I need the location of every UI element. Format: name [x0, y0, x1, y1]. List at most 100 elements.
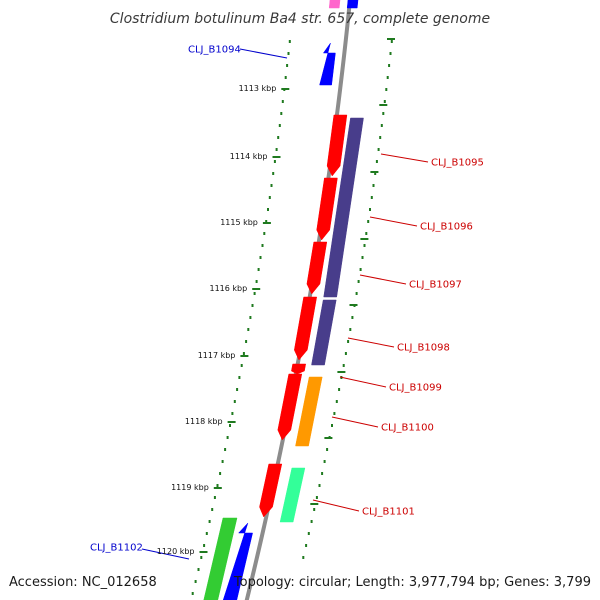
kbp-major-tick: [370, 171, 379, 173]
kbp-major-tick: [310, 503, 319, 505]
tick-dot: [281, 100, 284, 103]
kbp-major-tick: [281, 88, 290, 90]
accession-text: Accession: NC_012658: [9, 575, 157, 590]
tick-dot: [367, 220, 370, 223]
tick-dot: [253, 292, 256, 295]
tick-dot: [351, 316, 354, 319]
kbp-tick-label: 1118 kbp: [185, 417, 223, 426]
kbp-major-tick: [349, 304, 358, 306]
label-leader-line: [331, 416, 379, 428]
gene-feature: [295, 376, 323, 447]
tick-dot: [386, 76, 389, 79]
kbp-tick-label: 1114 kbp: [230, 152, 268, 161]
tick-dot: [263, 232, 266, 235]
tick-dot: [208, 520, 211, 523]
tick-dot: [267, 208, 269, 211]
kbp-tick-label: 1115 kbp: [220, 218, 258, 227]
label-leader-line: [369, 216, 418, 227]
label-leader-line: [312, 499, 360, 512]
label-leader-line: [141, 548, 190, 560]
tick-dot: [363, 244, 366, 247]
tick-dot: [389, 52, 392, 55]
tick-dot: [278, 124, 281, 127]
gene-feature: [323, 117, 364, 298]
inner-tick-dots: [191, 40, 291, 595]
tick-dot: [342, 364, 345, 367]
kbp-major-tick: [272, 156, 281, 158]
tick-dot: [313, 508, 316, 511]
tick-dot: [213, 496, 216, 499]
kbp-major-tick: [387, 38, 395, 40]
tick-dot: [219, 472, 222, 475]
tick-dot: [233, 400, 236, 403]
tick-dot: [191, 592, 194, 595]
gene-labels: CLJ_B1094 CLJ_B1095 CLJ_B1096 CLJ_B1097 CLJ_…: [90, 45, 484, 554]
gene-feature: [291, 363, 307, 375]
gene-label: CLJ_B1096: [420, 222, 473, 233]
tick-dot: [372, 184, 375, 187]
label-leader-line: [359, 274, 407, 285]
tick-dot: [338, 388, 341, 391]
kbp-tick-label: 1119 kbp: [171, 483, 209, 492]
gene-label: CLJ_B1100: [381, 423, 434, 434]
tick-dot: [331, 424, 333, 427]
tick-dot: [231, 412, 234, 415]
tick-dot: [211, 508, 214, 511]
gene-label: CLJ_B1099: [389, 383, 442, 394]
kbp-major-tick: [379, 104, 388, 106]
tick-dot: [280, 112, 283, 115]
tick-dot: [315, 496, 318, 499]
tick-dot: [242, 352, 245, 355]
tick-dot: [357, 280, 360, 283]
gene-label: CLJ_B1102: [90, 543, 143, 554]
kbp-major-tick: [199, 551, 208, 553]
tick-dot: [247, 328, 250, 331]
tick-dot: [194, 580, 197, 583]
tick-dot: [249, 316, 252, 319]
tick-dot: [388, 64, 391, 67]
tick-dot: [226, 436, 229, 439]
tick-dot: [273, 160, 276, 163]
map-title: Clostridium botulinum Ba4 str. 657, comp…: [110, 11, 490, 27]
tick-dot: [355, 292, 358, 295]
tick-dot: [257, 268, 260, 271]
kbp-tick-label: 1113 kbp: [239, 84, 277, 93]
tick-dot: [385, 88, 388, 91]
genome-summary-text: Topology: circular; Length: 3,977,794 bp…: [233, 575, 591, 590]
gene-label: CLJ_B1101: [362, 507, 415, 518]
kbp-major-tick: [252, 288, 261, 290]
gene-feature: [277, 373, 303, 441]
tick-dot: [382, 112, 385, 115]
tick-dot: [197, 568, 200, 571]
tick-dot: [323, 460, 326, 463]
tick-dot: [261, 244, 264, 247]
gene-feature: [328, 0, 341, 9]
tick-dot: [272, 172, 275, 175]
tick-dot: [255, 280, 258, 283]
tick-dot: [365, 232, 368, 235]
tick-dot: [238, 376, 241, 379]
tick-dot: [333, 412, 336, 415]
tick-dot: [240, 364, 243, 367]
tick-dot: [268, 196, 271, 199]
gene-label: CLJ_B1095: [431, 158, 484, 169]
tick-dot: [251, 304, 254, 307]
tick-dot: [287, 52, 290, 55]
kbp-major-tick: [227, 421, 236, 423]
gene-feature: [306, 241, 328, 295]
tick-dot: [383, 100, 386, 103]
kbp-tick-label: 1116 kbp: [209, 284, 247, 293]
kbp-major-tick: [337, 371, 346, 373]
tick-dot: [224, 448, 227, 451]
tick-dot: [200, 556, 203, 559]
tick-dot: [326, 448, 329, 451]
kbp-major-tick: [213, 487, 222, 489]
gene-feature: [222, 522, 253, 600]
gene-feature: [294, 296, 317, 361]
tick-dot: [349, 328, 352, 331]
gene-label: CLJ_B1097: [409, 280, 462, 291]
tick-dot: [265, 220, 268, 223]
gene-features: [203, 0, 364, 600]
tick-dot: [359, 268, 362, 271]
